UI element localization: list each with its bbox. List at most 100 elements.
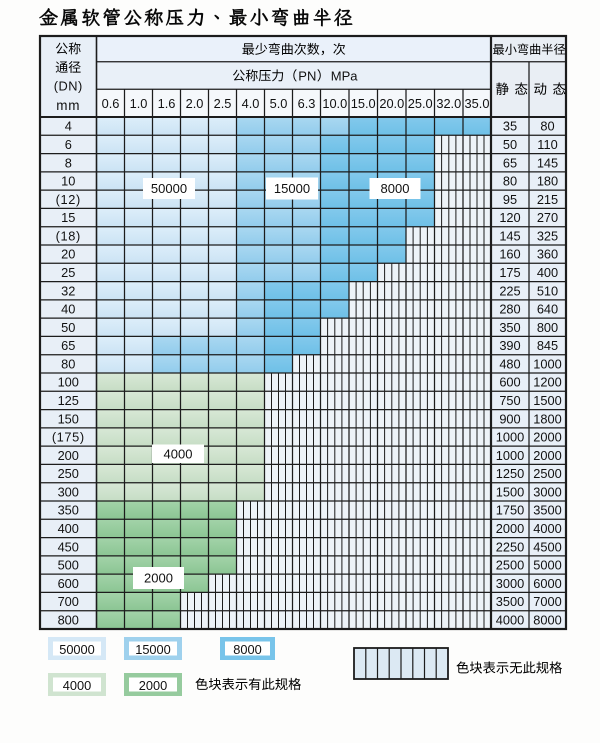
svg-text:845: 845 [537,338,558,353]
svg-text:10.0: 10.0 [322,96,347,111]
svg-text:225: 225 [499,283,520,298]
svg-text:6: 6 [65,137,72,152]
svg-text:65: 65 [61,338,75,353]
svg-text:175: 175 [499,265,520,280]
svg-text:250: 250 [58,466,79,481]
svg-text:400: 400 [537,265,558,280]
svg-text:25.0: 25.0 [408,96,433,111]
svg-text:270: 270 [537,210,558,225]
svg-text:1000: 1000 [496,430,524,445]
svg-text:0.6: 0.6 [102,96,120,111]
svg-text:32.0: 32.0 [436,96,461,111]
svg-text:145: 145 [537,155,558,170]
svg-text:4500: 4500 [533,539,561,554]
svg-text:25: 25 [61,265,75,280]
svg-text:15000: 15000 [274,181,310,196]
svg-text:2.5: 2.5 [214,96,232,111]
svg-text:800: 800 [58,613,79,628]
svg-text:100: 100 [58,375,79,390]
svg-text:500: 500 [58,558,79,573]
svg-text:(12): (12) [56,192,81,207]
svg-text:360: 360 [537,247,558,262]
svg-text:50000: 50000 [59,642,95,657]
svg-text:640: 640 [537,302,558,317]
svg-text:8000: 8000 [381,181,410,196]
svg-text:3000: 3000 [496,576,524,591]
svg-text:(18): (18) [56,229,81,244]
svg-text:3000: 3000 [533,485,561,500]
svg-text:1750: 1750 [496,503,524,518]
svg-text:15: 15 [61,210,75,225]
svg-text:1250: 1250 [496,466,524,481]
svg-text:2.0: 2.0 [186,96,204,111]
svg-text:2500: 2500 [496,558,524,573]
svg-text:6000: 6000 [533,576,561,591]
svg-text:1.6: 1.6 [158,96,176,111]
svg-text:3500: 3500 [496,594,524,609]
svg-text:1500: 1500 [496,485,524,500]
svg-text:1000: 1000 [533,357,561,372]
svg-text:150: 150 [58,411,79,426]
svg-text:145: 145 [499,229,520,244]
svg-text:MPa: MPa [331,68,359,83]
svg-text:4000: 4000 [533,521,561,536]
svg-text:20: 20 [61,247,75,262]
svg-text:350: 350 [58,503,79,518]
svg-text:8000: 8000 [533,613,561,628]
svg-text:10: 10 [61,174,75,189]
svg-text:40: 40 [61,302,75,317]
svg-text:PN: PN [298,68,316,83]
svg-text:180: 180 [537,174,558,189]
svg-text:32: 32 [61,283,75,298]
svg-text:125: 125 [58,393,79,408]
svg-text:(175): (175) [52,430,85,445]
svg-text:80: 80 [540,119,554,134]
svg-text:5.0: 5.0 [270,96,288,111]
svg-text:450: 450 [58,539,79,554]
svg-text:2250: 2250 [496,539,524,554]
svg-text:215: 215 [537,192,558,207]
svg-text:1800: 1800 [533,411,561,426]
svg-text:900: 900 [499,411,520,426]
svg-text:7000: 7000 [533,594,561,609]
svg-text:15.0: 15.0 [351,96,376,111]
svg-text:2000: 2000 [533,430,561,445]
svg-text:200: 200 [58,448,79,463]
svg-text:2000: 2000 [144,571,173,586]
svg-text:1.0: 1.0 [130,96,148,111]
svg-text:510: 510 [537,283,558,298]
svg-text:65: 65 [503,155,517,170]
svg-text:35: 35 [503,119,517,134]
svg-text:325: 325 [537,229,558,244]
svg-text:600: 600 [499,375,520,390]
svg-text:350: 350 [499,320,520,335]
svg-text:160: 160 [499,247,520,262]
svg-text:120: 120 [499,210,520,225]
svg-text:50000: 50000 [151,181,187,196]
svg-text:4000: 4000 [164,446,193,461]
svg-text:700: 700 [58,594,79,609]
svg-text:4000: 4000 [496,613,524,628]
svg-text:2000: 2000 [533,448,561,463]
svg-text:400: 400 [58,521,79,536]
svg-text:2000: 2000 [496,521,524,536]
svg-text:95: 95 [503,192,517,207]
svg-text:8: 8 [65,155,72,170]
svg-text:600: 600 [58,576,79,591]
svg-text:1500: 1500 [533,393,561,408]
svg-text:5000: 5000 [533,558,561,573]
svg-text:110: 110 [537,137,557,152]
svg-text:8000: 8000 [233,642,261,657]
svg-text:80: 80 [61,357,75,372]
svg-text:480: 480 [499,357,520,372]
svg-text:80: 80 [503,174,517,189]
svg-text:3500: 3500 [533,503,561,518]
svg-text:280: 280 [499,302,520,317]
svg-text:2500: 2500 [533,466,561,481]
svg-text:50: 50 [503,137,517,152]
svg-text:300: 300 [58,485,79,500]
svg-text:1200: 1200 [533,375,561,390]
svg-text:(DN): (DN) [54,79,83,94]
svg-text:4: 4 [65,119,72,134]
svg-text:35.0: 35.0 [465,96,490,111]
